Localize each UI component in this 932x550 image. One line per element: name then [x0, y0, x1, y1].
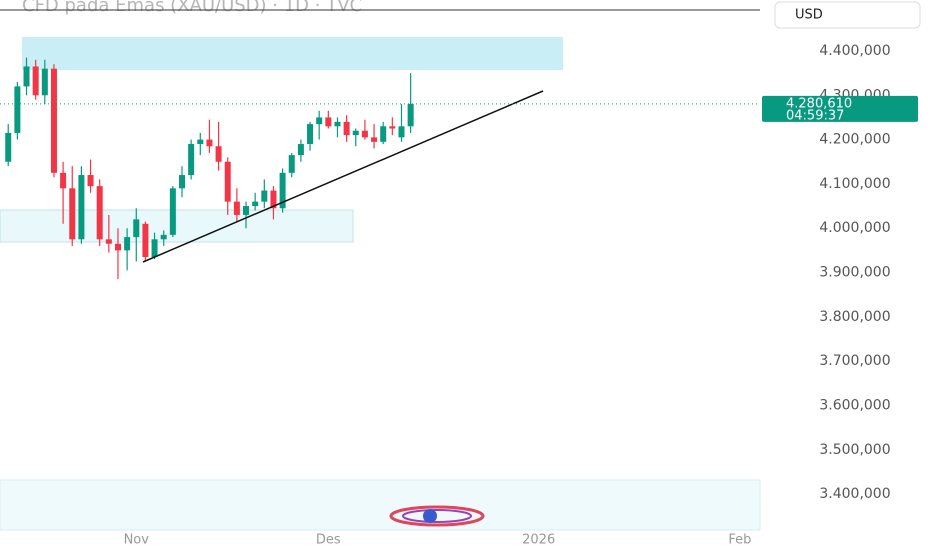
y-tick-label: 4.100,000 — [819, 176, 890, 192]
candle-body — [5, 132, 12, 162]
candle-body — [124, 237, 131, 251]
candle-body — [188, 144, 195, 176]
candle-body — [206, 139, 213, 147]
candle-body — [371, 137, 378, 142]
candle-body — [233, 201, 240, 215]
candle-body — [215, 146, 222, 162]
x-tick-label: Des — [316, 533, 341, 548]
logo — [389, 505, 485, 527]
candle-body — [23, 66, 30, 87]
candle-body — [133, 219, 140, 238]
candle-body — [78, 175, 85, 240]
candle-body — [224, 161, 231, 202]
x-tick-label: 2026 — [522, 533, 555, 548]
candle-body — [50, 68, 57, 173]
candle-body — [407, 103, 414, 127]
y-tick-label: 3.400,000 — [819, 486, 890, 502]
candle-body — [307, 124, 314, 145]
countdown: 04:59:37 — [786, 108, 844, 123]
plot — [5, 57, 414, 280]
x-tick-label: Feb — [728, 533, 751, 548]
candle-body — [380, 126, 387, 142]
chart-title: CFD pada Emas (XAU/USD) · 1D · TVC — [22, 0, 362, 16]
y-tick-label: 3.800,000 — [819, 309, 890, 325]
y-tick-label: 4.000,000 — [819, 220, 890, 236]
candle-body — [60, 172, 67, 189]
candle-body — [151, 239, 158, 258]
candle-body — [398, 126, 405, 138]
y-tick-label: 3.600,000 — [819, 397, 890, 413]
candle-body — [87, 175, 94, 187]
candle-body — [325, 117, 332, 127]
candle-body — [297, 144, 304, 156]
y-tick-label: 3.500,000 — [819, 442, 890, 458]
y-tick-label: 3.900,000 — [819, 265, 890, 281]
currency-box[interactable] — [774, 1, 921, 29]
candle-body — [352, 130, 359, 136]
candle-body — [14, 86, 21, 133]
candle-body — [252, 201, 259, 207]
candle-body — [279, 172, 286, 209]
candle-body — [316, 117, 323, 125]
y-tick-label: 3.700,000 — [819, 353, 890, 369]
candle-body — [243, 206, 250, 215]
last-price-label: 4.280,610 — [786, 96, 852, 111]
last-price-box — [762, 95, 918, 122]
candle-body — [270, 190, 277, 209]
candle-body — [343, 121, 350, 136]
candle-body — [105, 239, 112, 244]
bottom-band — [0, 479, 761, 531]
candle-body — [160, 234, 167, 240]
x-tick-label: Nov — [124, 533, 150, 548]
trend-line — [142, 90, 544, 263]
candle-body — [69, 188, 76, 240]
candle-body — [142, 223, 149, 258]
support-zone — [0, 209, 354, 243]
candle-body — [96, 186, 103, 240]
candle-body — [32, 66, 39, 96]
candle-body — [169, 188, 176, 235]
candle-body — [288, 155, 295, 173]
candle-body — [41, 68, 48, 96]
candle-body — [178, 175, 185, 189]
candle-body — [334, 121, 341, 127]
currency-label: USD — [795, 8, 823, 23]
candle-body — [114, 243, 121, 251]
y-tick-label: 4.400,000 — [819, 43, 890, 59]
candle-body — [197, 139, 204, 145]
candle-body — [389, 126, 396, 129]
resistance-zone — [22, 37, 563, 70]
y-tick-label: 4.200,000 — [819, 132, 890, 148]
candle-body — [261, 190, 268, 202]
candle-body — [361, 130, 368, 138]
